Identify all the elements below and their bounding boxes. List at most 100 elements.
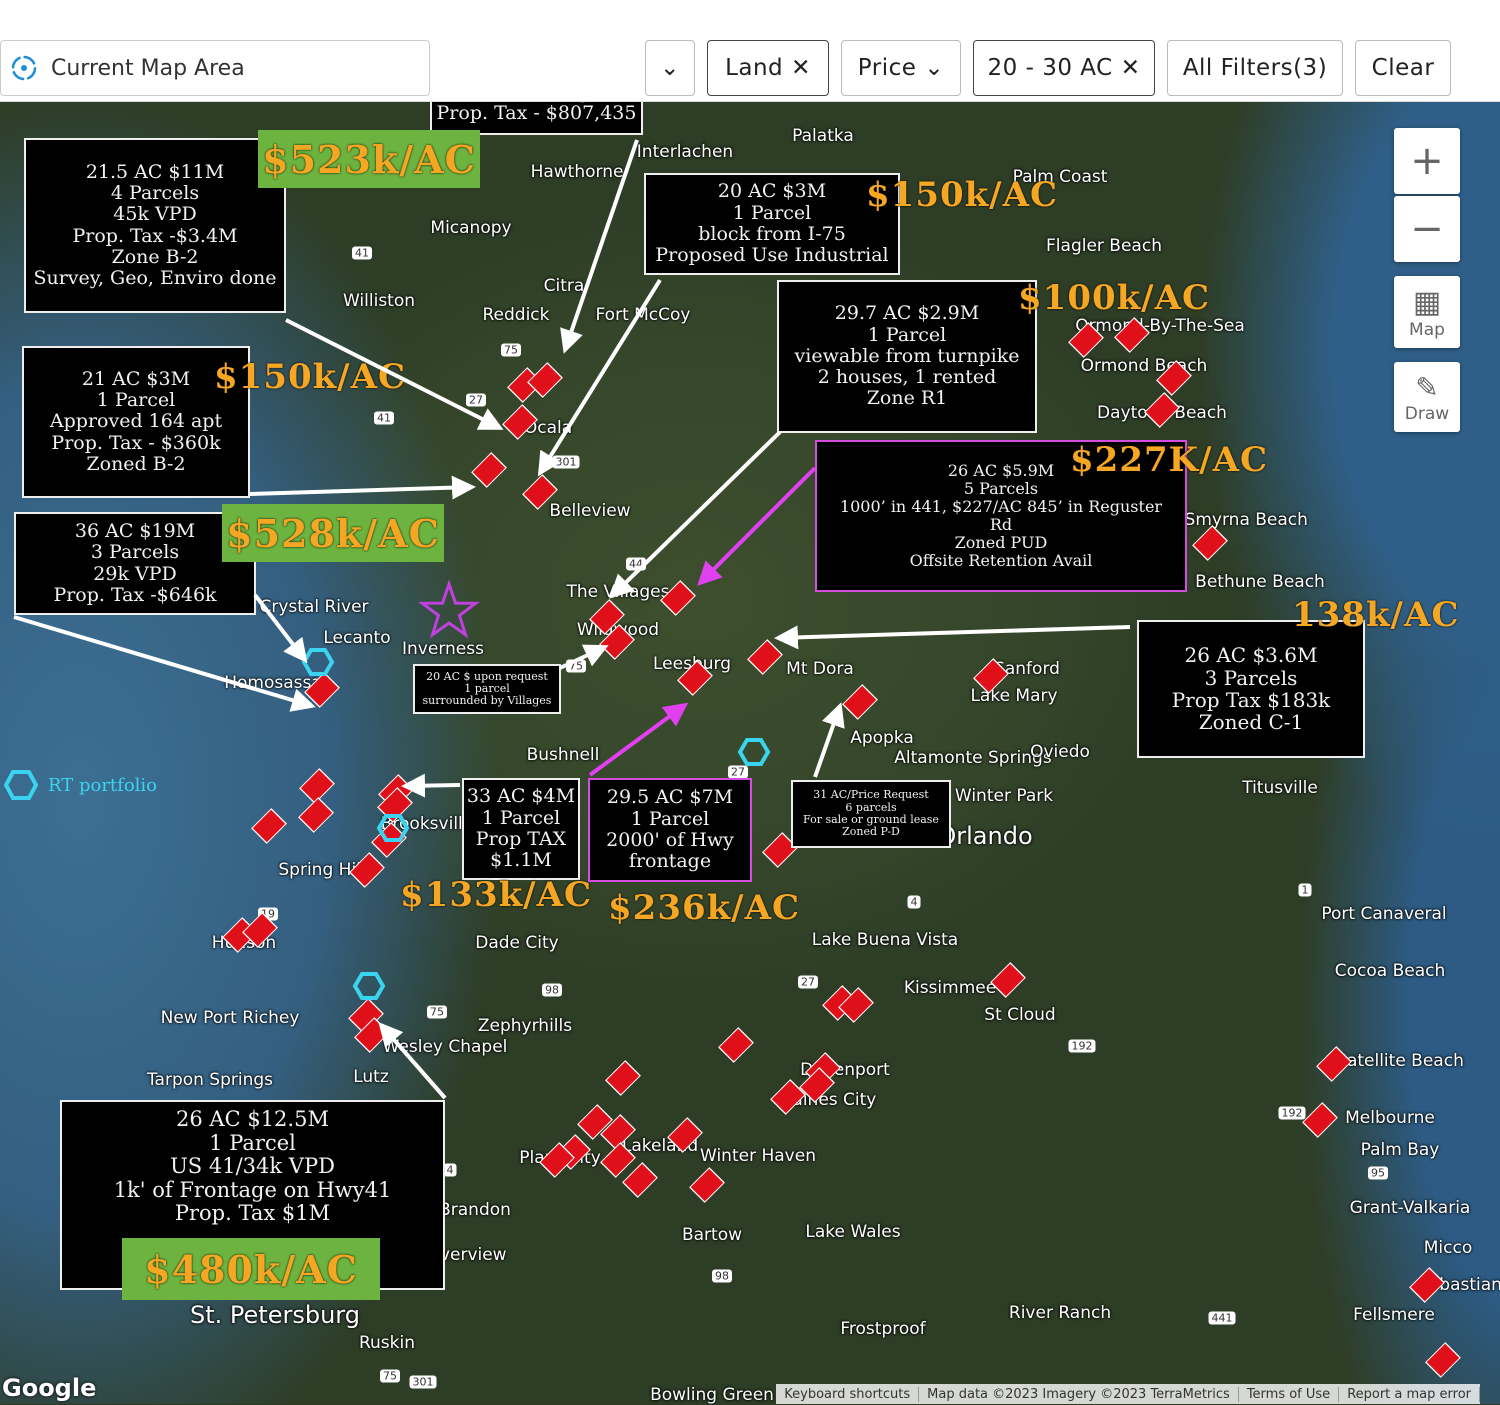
callout-line: 6 parcels [845,800,897,814]
filter-price[interactable]: Price ⌄ [841,40,961,96]
callout-line: 33 AC $4M [466,785,576,808]
filter-bar: Current Map Area ⌄ Land ✕ Price ⌄ 20 - 30 … [0,38,1500,102]
callout-line: 20 AC $ upon request [426,669,548,683]
city-label: Port Canaveral [1321,904,1447,924]
callout-line: 1 Parcel [96,389,176,412]
listing-callout: 31 AC/Price Request 6 parcels For sale or … [791,780,951,848]
city-label: Fort McCoy [595,305,691,325]
callout-line: Prop. Tax - $807,435 [436,101,637,124]
city-label: Reddick [482,305,550,325]
callout-line: Prop Tax $183k [1171,688,1331,712]
price-per-acre: $150k/AC [866,175,1059,215]
road-shield: 75 [380,1369,400,1383]
price-per-acre: 138k/AC [1292,595,1460,635]
price-per-acre: $150k/AC [214,357,407,397]
road-shield: 75 [501,343,521,357]
city-label: Ormond-By-The-Sea [1075,316,1245,336]
callout-line: US 41/34k VPD [170,1154,335,1179]
price-per-acre: $236k/AC [608,888,801,928]
filter-size[interactable]: 20 - 30 AC ✕ [973,40,1155,96]
callout-line: 3 Parcels [90,541,180,564]
location-value: Current Map Area [51,55,245,81]
callout-line: Zoned C-1 [1198,710,1304,735]
city-label: Bethune Beach [1195,572,1325,592]
listing-callout: 26 AC $3.6M 3 Parcels Prop Tax $183k Zoned … [1137,620,1365,758]
callout-line: block from I-75 [698,223,846,245]
callout-line: Survey, Geo, Enviro done [33,267,277,290]
city-label: Satellite Beach [1336,1051,1464,1071]
map-type-button[interactable]: ▦ Map [1394,276,1460,348]
callout-line: 36 AC $19M [74,519,196,542]
city-label: Williston [342,291,416,311]
callout-line: 26 AC $12.5M [176,1107,329,1131]
road-shield: 192 [1278,1106,1306,1120]
city-label: Cocoa Beach [1334,961,1446,981]
road-shield: 4 [443,1163,457,1177]
map-icon: ▦ [1412,284,1442,320]
draw-button[interactable]: ✎ Draw [1394,362,1460,432]
legend-label: RT portfolio [48,774,158,796]
close-icon[interactable]: ✕ [1120,55,1141,81]
city-label: Sanford [994,659,1060,679]
callout-line: 26 AC $3.6M [1184,643,1318,668]
callout-line: 2 houses, 1 rented [817,366,997,389]
city-label: Bushnell [526,745,600,765]
road-shield: 301 [552,455,580,469]
keyboard-shortcuts-link[interactable]: Keyboard shortcuts [776,1386,920,1402]
callout-line: 1 Parcel [630,807,710,830]
road-shield: 41 [352,246,372,260]
callout-line: Rd [989,515,1013,534]
price-per-acre: $133k/AC [400,875,593,915]
all-filters-button[interactable]: All Filters(3) [1167,40,1343,96]
location-search-input[interactable]: Current Map Area [0,40,430,96]
road-shield: 95 [1368,1166,1388,1180]
city-label: New Port Richey [160,1008,300,1028]
city-label: River Ranch [1008,1303,1112,1323]
close-icon[interactable]: ✕ [791,55,811,81]
callout-line: Proposed Use Industrial [655,244,889,267]
listing-callout: 20 AC $3M 1 Parcel block from I-75 Proposed… [644,173,900,275]
callout-line: 31 AC/Price Request [813,788,929,802]
terms-link[interactable]: Terms of Use [1239,1386,1340,1402]
city-label: Kissimmee [903,978,997,998]
listing-callout: 21.5 AC $11M 4 Parcels 45k VPD Prop. Tax -$… [24,138,286,313]
city-label: Hawthorne [530,162,624,182]
listing-callout: 36 AC $19M 3 Parcels 29k VPD Prop. Tax -$64… [14,512,256,615]
city-label: Interlachen [636,142,734,162]
callout-line: Zoned PUD [954,532,1048,552]
zoom-out-button[interactable]: − [1394,196,1460,262]
listing-callout: 20 AC $ upon request 1 parcel surrounded b… [413,664,561,714]
property-type-dropdown[interactable]: ⌄ [645,40,695,96]
callout-line: 29k VPD [93,562,177,585]
filter-size-label: 20 - 30 AC [987,55,1113,81]
city-label: Winter Haven [700,1146,816,1166]
price-per-acre: $528k/AC [222,504,444,562]
road-shield: 75 [427,1005,447,1019]
city-label: Apopka [850,728,914,748]
callout-line: Prop. Tax -$646k [53,583,217,606]
road-shield: 4 [907,895,921,909]
zoom-in-button[interactable]: + [1394,128,1460,194]
legend: RT portfolio [4,770,157,800]
city-label: Mt Dora [786,659,854,679]
map-label: Map [1409,319,1445,340]
city-label: Lake Mary [970,686,1058,706]
city-label: Lake Buena Vista [811,930,959,950]
callout-line: viewable from turnpike [794,344,1020,367]
map-data-text: Map data ©2023 Imagery ©2023 TerraMetric… [919,1386,1239,1402]
filter-land[interactable]: Land ✕ [707,40,829,96]
road-shield: 75 [566,659,586,673]
city-label: Palm Coast [1012,167,1108,187]
city-label: Bowling Green [650,1385,774,1405]
price-per-acre: $100k/AC [1018,278,1211,318]
city-label: Melbourne [1345,1108,1435,1128]
price-per-acre: $480k/AC [122,1238,380,1300]
clear-button[interactable]: Clear [1355,40,1451,96]
road-shield: 98 [712,1269,732,1283]
city-label: Palm Bay [1360,1140,1440,1160]
city-label: Belleview [549,501,631,521]
city-label: Winter Park [954,786,1054,806]
report-error-link[interactable]: Report a map error [1339,1386,1480,1402]
callout-line: Prop TAX [475,828,567,850]
road-shield: 98 [542,983,562,997]
